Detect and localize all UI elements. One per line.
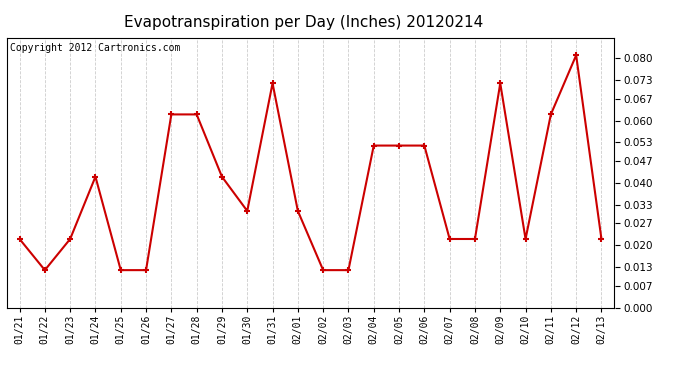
Text: Evapotranspiration per Day (Inches) 20120214: Evapotranspiration per Day (Inches) 2012… (124, 15, 483, 30)
Text: Copyright 2012 Cartronics.com: Copyright 2012 Cartronics.com (10, 43, 180, 53)
